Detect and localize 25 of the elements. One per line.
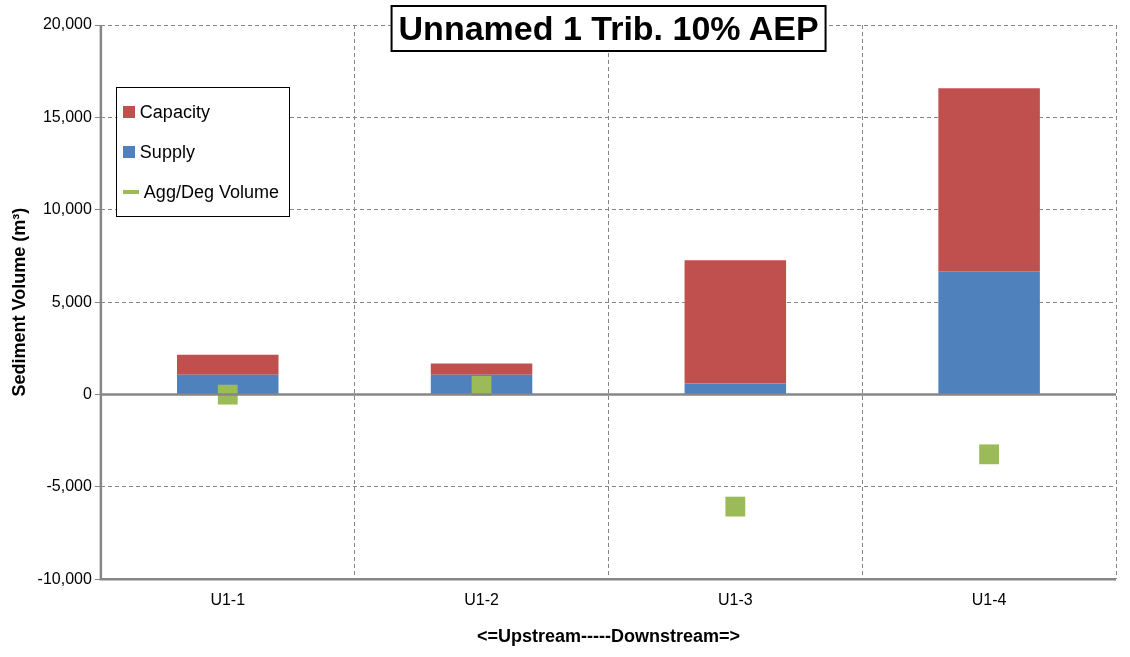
bar (684, 383, 787, 394)
y-axis-title: Sediment Volume (m³) (8, 207, 29, 397)
y-tick-label: -5,000 (46, 477, 92, 495)
bar (684, 260, 787, 384)
legend-label: Supply (139, 141, 195, 163)
point (979, 444, 1000, 465)
y-tick-label: -10,000 (37, 569, 92, 587)
y-tick-label: 15,000 (42, 107, 92, 125)
y-tick-label: 20,000 (42, 15, 92, 33)
bar (430, 363, 533, 375)
x-tick-label: U1-3 (717, 591, 753, 609)
x-tick-label: U1-1 (210, 591, 246, 609)
legend-label: Agg/Deg Volume (143, 181, 279, 203)
y-tick-label: 0 (82, 384, 92, 402)
x-tick-label: U1-4 (971, 591, 1007, 609)
x-tick-label: U1-2 (464, 591, 499, 609)
y-tick-label: 5,000 (51, 292, 92, 310)
y-tick-label: 10,000 (42, 200, 92, 218)
chart-title: Unnamed 1 Trib. 10% AEP (390, 5, 827, 52)
legend-label: Capacity (139, 101, 210, 123)
bar (177, 354, 279, 375)
bar (938, 271, 1040, 394)
bar (938, 88, 1040, 272)
x-axis-title: <=Upstream-----Downstream=> (476, 626, 740, 647)
point (725, 496, 746, 517)
